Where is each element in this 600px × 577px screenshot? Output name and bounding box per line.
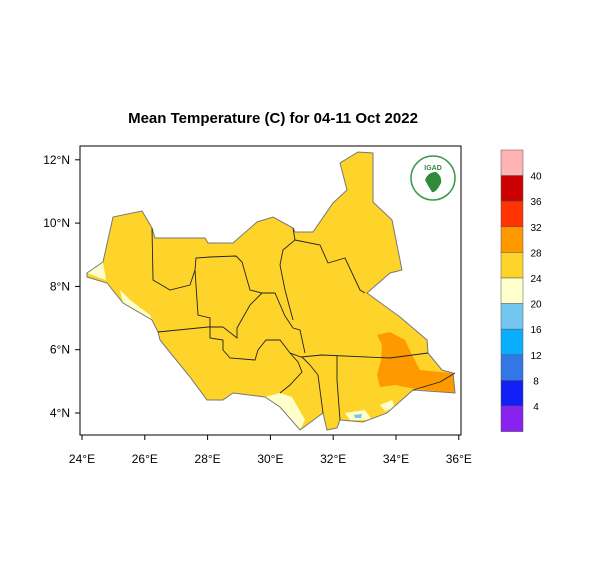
- colorbar-swatch: [500, 277, 524, 304]
- y-tick-label: 12°N: [43, 153, 70, 167]
- colorbar-label: 4: [533, 402, 539, 413]
- colorbar-label: 24: [530, 274, 542, 285]
- cool-zone-east: [380, 400, 395, 411]
- state-border: [412, 372, 456, 391]
- state-border: [151, 227, 306, 354]
- cool-zone-south: [265, 393, 305, 430]
- colorbar-swatch: [500, 380, 524, 407]
- colorbar-label: 40: [530, 172, 542, 183]
- x-tick-label: 36°E: [446, 452, 472, 466]
- cool-zone-west-edge: [120, 290, 152, 320]
- cold-zone: [354, 414, 362, 418]
- logo-text: IGAD: [424, 165, 442, 172]
- colorbar-swatch: [500, 354, 524, 381]
- x-tick-label: 24°E: [69, 452, 95, 466]
- colorbar-label: 12: [530, 351, 542, 362]
- state-border: [301, 356, 324, 414]
- cool-zone-west: [87, 262, 106, 280]
- state-border: [294, 239, 366, 294]
- africa-icon: [425, 172, 442, 193]
- state-border: [222, 292, 263, 339]
- x-tick-label: 34°E: [383, 452, 409, 466]
- state-border: [336, 356, 341, 421]
- x-tick-label: 30°E: [257, 452, 283, 466]
- map-title: Mean Temperature (C) for 04-11 Oct 2022: [128, 110, 418, 127]
- igad-logo: IGAD: [410, 155, 456, 201]
- colorbar-label: 8: [533, 376, 539, 387]
- colorbar-swatch: [500, 405, 524, 432]
- colorbar-swatch: [500, 149, 524, 176]
- state-border: [194, 269, 429, 361]
- colorbar-label: 28: [530, 248, 542, 259]
- state-border: [279, 352, 303, 394]
- y-axis: 4°N 6°N 8°N 10°N 12°N: [43, 153, 80, 420]
- x-tick-label: 28°E: [195, 452, 221, 466]
- country-outline: [86, 151, 456, 431]
- y-tick-label: 6°N: [50, 343, 70, 357]
- colorbar-swatch: [500, 175, 524, 202]
- x-axis: 24°E 26°E 28°E 30°E 32°E 34°E 36°E: [69, 435, 472, 466]
- colorbar-swatch: [500, 328, 524, 356]
- state-border: [279, 227, 296, 321]
- colorbar-label: 36: [530, 197, 542, 208]
- state-border: [157, 326, 223, 333]
- colorbar: 40 36 32 28 24 20 16 12 8 4: [500, 149, 542, 432]
- y-tick-label: 8°N: [50, 279, 70, 293]
- colorbar-swatch: [500, 226, 524, 253]
- colorbar-label: 16: [530, 325, 542, 336]
- state-borders: [151, 227, 456, 421]
- warm-zone-east: [377, 332, 455, 393]
- colorbar-label: 20: [530, 300, 542, 311]
- colorbar-label: 32: [530, 223, 542, 234]
- south-sudan-region: [87, 152, 455, 430]
- x-tick-label: 26°E: [132, 452, 158, 466]
- colorbar-swatch: [500, 252, 524, 279]
- x-tick-label: 32°E: [320, 452, 346, 466]
- colorbar-swatch: [500, 200, 524, 228]
- colorbar-swatch: [500, 303, 524, 330]
- y-tick-label: 4°N: [50, 406, 70, 420]
- y-tick-label: 10°N: [43, 216, 70, 230]
